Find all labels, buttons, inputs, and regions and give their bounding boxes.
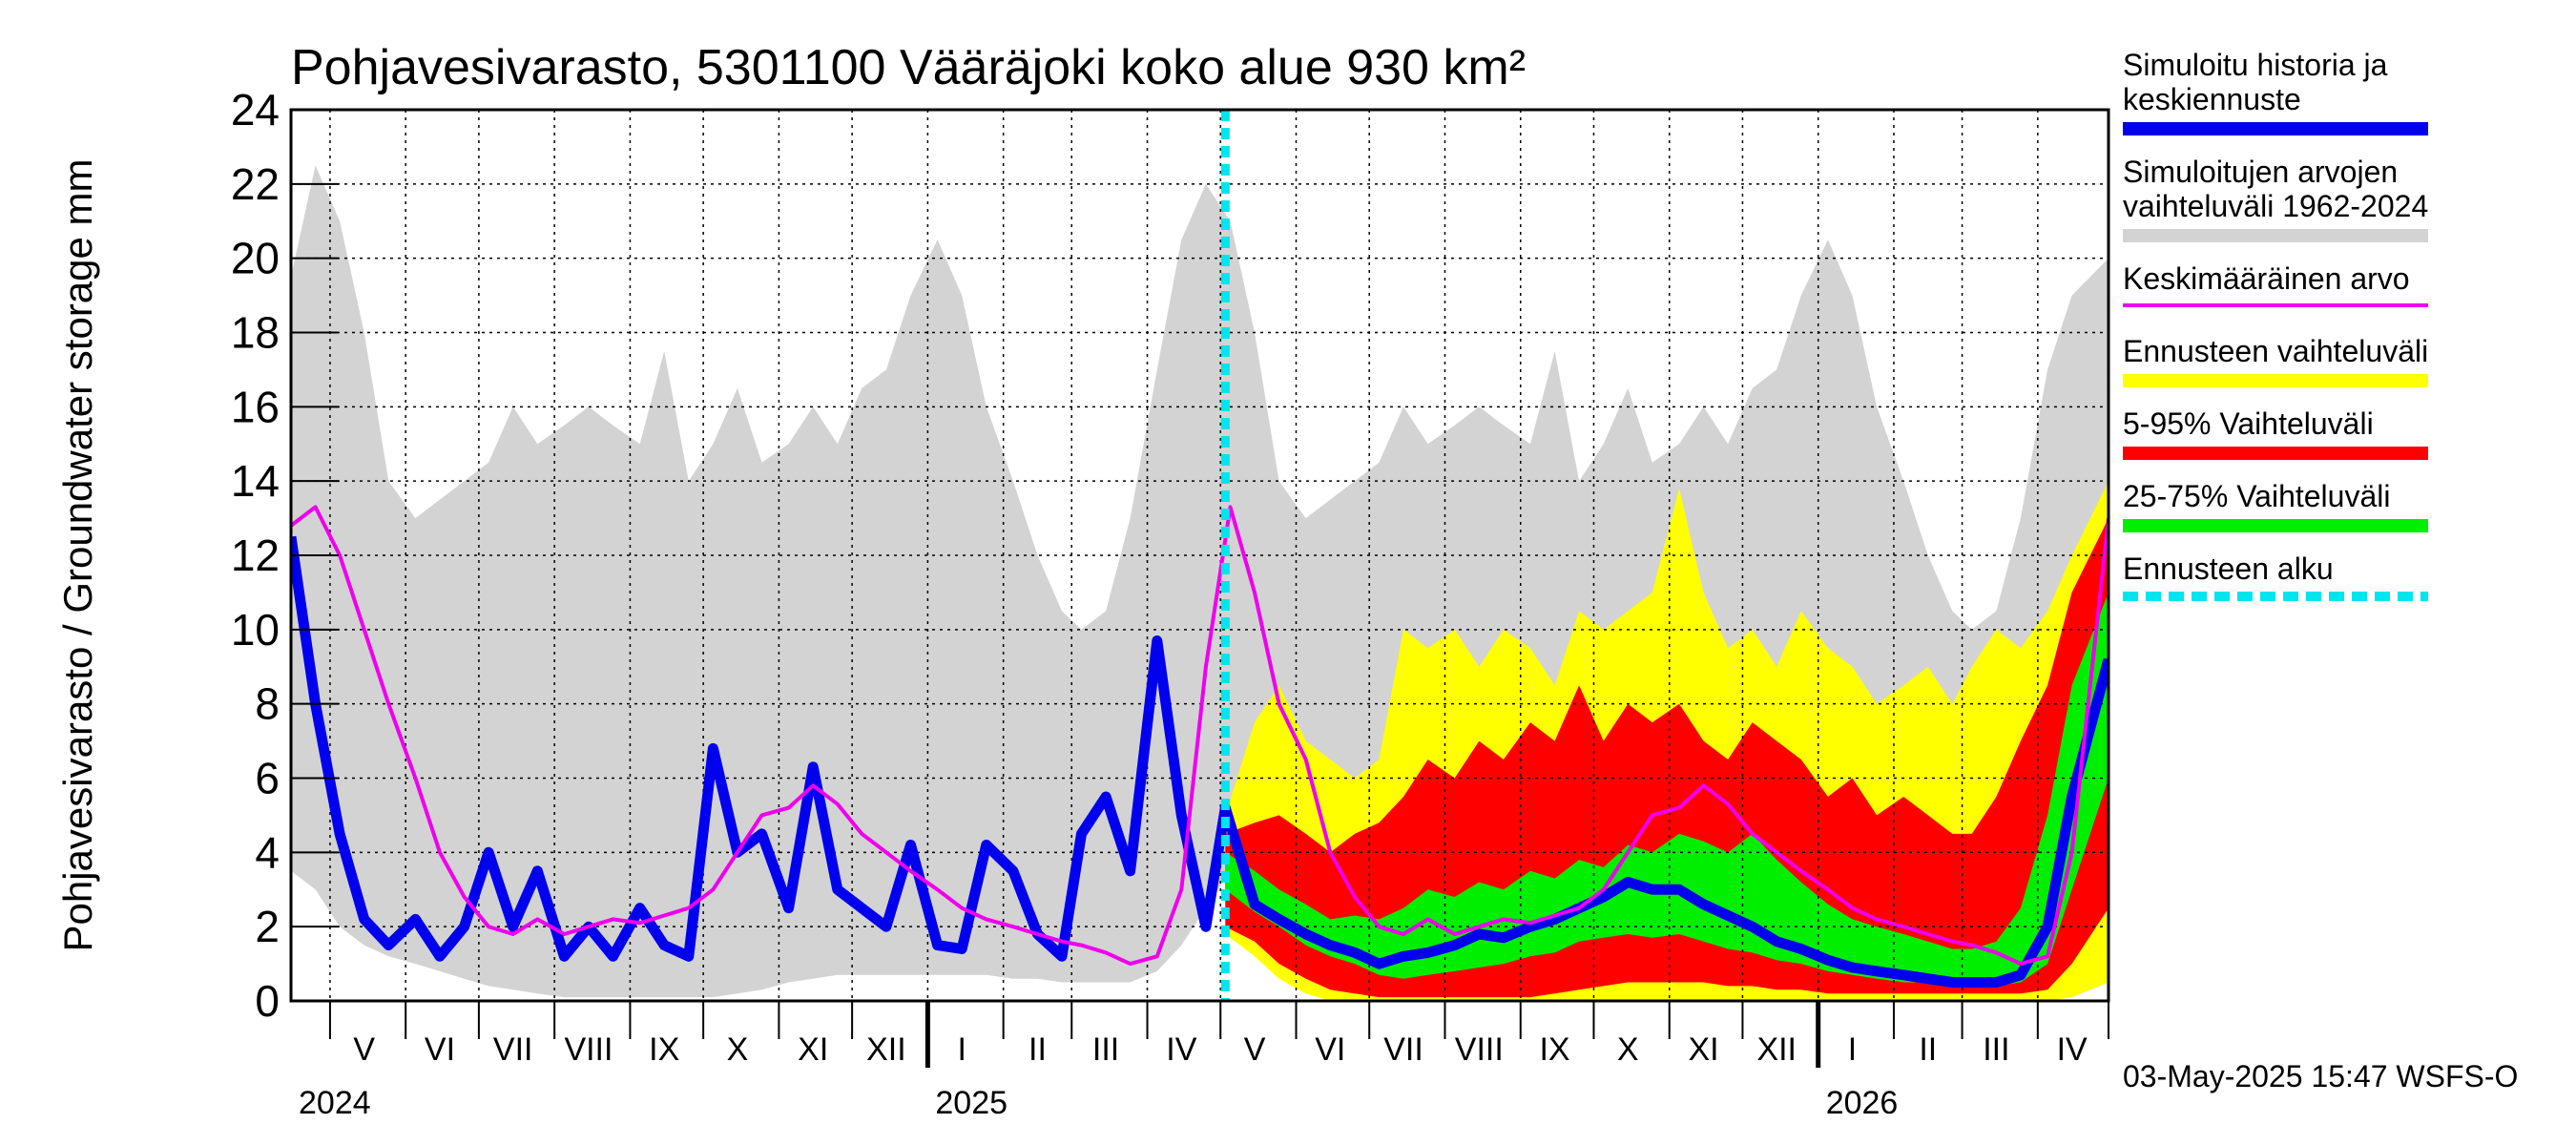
chart-title: Pohjavesivarasto, 5301100 Vääräjoki koko… xyxy=(291,40,1526,95)
legend-item-forecast-range: Ennusteen vaihteluväli xyxy=(2123,334,2562,387)
legend-swatch-blue xyxy=(2123,122,2428,135)
year-label: 2024 xyxy=(299,1085,371,1121)
legend-label: Keskimääräinen arvo xyxy=(2123,261,2410,296)
legend-item-5-95: 5-95% Vaihteluväli xyxy=(2123,406,2562,460)
x-tick-label: II xyxy=(1919,1031,1937,1068)
legend-swatch-cyan-dashed xyxy=(2123,592,2428,601)
legend-swatch-yellow xyxy=(2123,374,2428,387)
x-tick-label: IX xyxy=(1539,1031,1569,1068)
x-tick-label: VII xyxy=(1383,1031,1423,1068)
y-tick-label: 24 xyxy=(231,85,280,135)
legend-label: Simuloitujen arvojen vaihteluväli 1962-2… xyxy=(2123,155,2429,223)
x-tick-label: IX xyxy=(649,1031,679,1068)
legend-swatch-red xyxy=(2123,447,2428,460)
x-tick-label: XII xyxy=(1756,1031,1797,1068)
x-tick-label: XI xyxy=(798,1031,828,1068)
x-tick-label: VI xyxy=(425,1031,455,1068)
x-tick-label: III xyxy=(1092,1031,1119,1068)
legend-swatch-magenta xyxy=(2123,303,2428,307)
x-tick-label: XII xyxy=(866,1031,906,1068)
y-tick-label: 12 xyxy=(231,531,280,580)
x-tick-label: I xyxy=(957,1031,966,1068)
y-tick-label: 2 xyxy=(255,902,280,951)
legend-label: Simuloitu historia ja keskiennuste xyxy=(2123,48,2388,116)
x-tick-label: VI xyxy=(1315,1031,1345,1068)
legend-swatch-gray xyxy=(2123,229,2428,242)
x-tick-label: III xyxy=(1983,1031,2009,1068)
legend-item-range: Simuloitujen arvojen vaihteluväli 1962-2… xyxy=(2123,155,2562,242)
y-tick-label: 22 xyxy=(231,159,280,209)
year-label: 2025 xyxy=(935,1085,1008,1121)
legend-item-mean: Keskimääräinen arvo xyxy=(2123,261,2562,307)
y-tick-label: 8 xyxy=(255,679,280,729)
legend-label: Ennusteen vaihteluväli xyxy=(2123,334,2429,368)
y-axis-label: Pohjavesivarasto / Groundwater storage m… xyxy=(55,158,100,951)
legend: Simuloitu historia ja keskiennuste Simul… xyxy=(2123,48,2562,620)
timestamp: 03-May-2025 15:47 WSFS-O xyxy=(2123,1059,2519,1093)
y-tick-label: 0 xyxy=(255,976,280,1026)
legend-swatch-green xyxy=(2123,519,2428,532)
x-tick-label: X xyxy=(1617,1031,1639,1068)
y-tick-label: 16 xyxy=(231,382,280,431)
x-tick-label: VII xyxy=(493,1031,533,1068)
legend-item-25-75: 25-75% Vaihteluväli xyxy=(2123,479,2562,532)
legend-label: 5-95% Vaihteluväli xyxy=(2123,406,2374,441)
y-tick-label: 20 xyxy=(231,234,280,283)
x-tick-label: IV xyxy=(1166,1031,1196,1068)
y-tick-label: 6 xyxy=(255,754,280,803)
series-5-line xyxy=(291,505,2109,967)
series-2-band xyxy=(1225,518,2109,998)
x-tick-label: XI xyxy=(1688,1031,1718,1068)
x-tick-label: I xyxy=(1848,1031,1857,1068)
y-tick-label: 18 xyxy=(231,308,280,358)
x-tick-label: X xyxy=(727,1031,749,1068)
x-tick-label: VIII xyxy=(564,1031,613,1068)
legend-item-forecast-start: Ennusteen alku xyxy=(2123,552,2562,601)
y-tick-label: 4 xyxy=(255,827,280,877)
series-4-line xyxy=(291,535,2109,988)
y-tick-label: 10 xyxy=(231,605,280,655)
legend-label: 25-75% Vaihteluväli xyxy=(2123,479,2391,513)
x-tick-label: V xyxy=(1244,1031,1266,1068)
x-tick-label: V xyxy=(353,1031,375,1068)
legend-label: Ennusteen alku xyxy=(2123,552,2334,586)
x-tick-label: II xyxy=(1028,1031,1047,1068)
x-tick-label: IV xyxy=(2057,1031,2088,1068)
x-tick-label: VIII xyxy=(1455,1031,1504,1068)
series-3-band xyxy=(1225,592,2109,987)
legend-item-history: Simuloitu historia ja keskiennuste xyxy=(2123,48,2562,135)
year-label: 2026 xyxy=(1826,1085,1899,1121)
y-tick-label: 14 xyxy=(231,456,280,506)
